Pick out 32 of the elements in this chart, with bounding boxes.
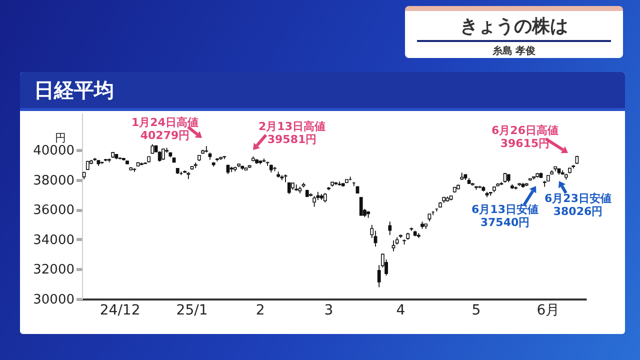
candlestick — [312, 196, 316, 208]
y-tick-label: 34000 — [33, 232, 74, 248]
y-tick-label: 32000 — [33, 262, 74, 278]
y-tick-label: 36000 — [33, 203, 74, 218]
candlestick — [266, 161, 270, 166]
candlestick — [284, 174, 288, 183]
y-tick-label: 38000 — [33, 173, 74, 188]
candlestick — [162, 148, 165, 160]
annotation: 6月13日安値 37540円 — [472, 203, 538, 229]
annotation: 6月23日安値 38026円 — [544, 192, 612, 218]
x-tick-label: 24/12 — [100, 302, 140, 318]
x-tick-label: 2 — [256, 302, 265, 318]
annotation: 1月24日高値 40279円 — [132, 116, 198, 142]
y-tick-label: 40000 — [33, 144, 74, 159]
x-tick-label: 5 — [472, 302, 481, 318]
candlestick — [392, 240, 396, 252]
chart-title: 日経平均 — [20, 72, 625, 111]
x-tick-label: 3 — [324, 302, 334, 318]
y-tick-label: 30000 — [33, 292, 74, 308]
x-tick-label: 4 — [396, 302, 406, 318]
text: 糸島 孝俊 — [491, 44, 537, 58]
candlestick — [287, 182, 291, 195]
x-tick-label: 6月 — [536, 302, 560, 318]
candlestick — [204, 146, 208, 153]
y-axis-title: 円 — [55, 132, 66, 144]
candlestick — [388, 221, 392, 236]
annotation: 2月13日高値 39581円 — [258, 120, 326, 146]
chart-subtitle: きょうの株は — [417, 14, 611, 42]
candlestick — [132, 168, 136, 172]
x-tick-label: 25/1 — [176, 302, 208, 318]
candlestick — [359, 196, 363, 216]
candlestick — [323, 192, 327, 203]
